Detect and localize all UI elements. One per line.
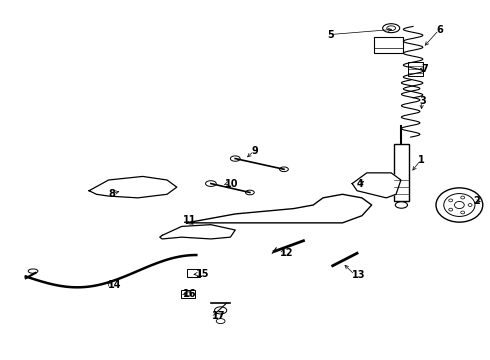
Text: 6: 6 [437, 25, 443, 35]
Ellipse shape [230, 156, 240, 161]
Circle shape [468, 203, 472, 206]
Text: 9: 9 [252, 146, 259, 156]
Text: 14: 14 [108, 280, 121, 291]
Bar [408, 62, 423, 76]
Ellipse shape [216, 319, 225, 324]
Ellipse shape [28, 269, 38, 273]
Text: 13: 13 [352, 270, 366, 280]
Text: 4: 4 [357, 179, 364, 189]
Text: 1: 1 [418, 156, 425, 165]
Text: 15: 15 [196, 269, 210, 279]
Text: 2: 2 [473, 197, 480, 206]
Circle shape [449, 208, 453, 211]
Ellipse shape [383, 24, 400, 33]
Ellipse shape [395, 202, 408, 208]
Text: 8: 8 [109, 189, 116, 199]
Bar [181, 290, 196, 298]
Text: 5: 5 [327, 30, 334, 40]
Text: 12: 12 [280, 248, 294, 258]
Text: 11: 11 [183, 215, 196, 225]
Text: 16: 16 [183, 289, 196, 299]
Ellipse shape [245, 190, 254, 195]
Ellipse shape [215, 307, 227, 314]
Circle shape [461, 211, 465, 214]
Text: 3: 3 [419, 96, 426, 107]
Polygon shape [352, 173, 401, 198]
Polygon shape [160, 225, 235, 239]
Ellipse shape [205, 181, 216, 186]
Circle shape [436, 188, 483, 222]
Text: 7: 7 [421, 64, 428, 74]
Polygon shape [89, 176, 177, 198]
Circle shape [461, 196, 465, 199]
Bar [187, 269, 200, 277]
Circle shape [449, 199, 453, 202]
Ellipse shape [280, 167, 288, 172]
Bar [374, 37, 403, 53]
Bar [393, 144, 409, 202]
Text: 17: 17 [212, 311, 226, 321]
Text: 10: 10 [224, 179, 238, 189]
Polygon shape [187, 194, 372, 223]
